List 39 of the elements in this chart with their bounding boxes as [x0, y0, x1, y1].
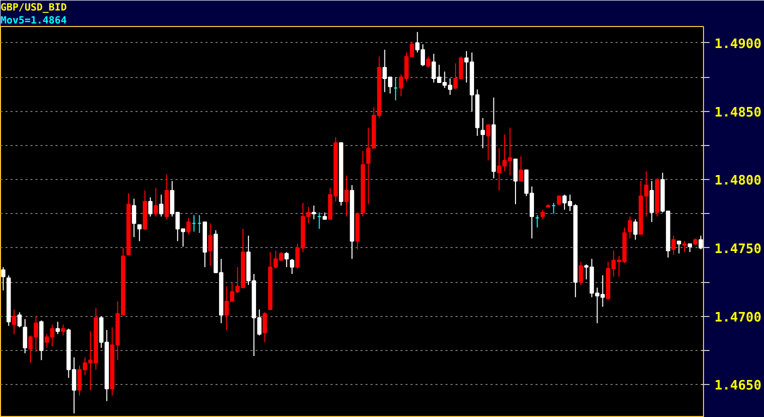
candlestick — [628, 216, 632, 239]
candlestick — [676, 240, 682, 254]
candlestick — [633, 218, 638, 240]
candlestick — [290, 258, 294, 274]
candlestick — [17, 312, 22, 328]
y-tick-label: 1.4900 — [714, 36, 762, 52]
candlestick — [208, 222, 212, 266]
candlestick — [1, 266, 6, 291]
candlestick — [513, 158, 518, 205]
y-tick-label: 1.4750 — [714, 242, 762, 257]
chart-title: GBP/USD_BID — [0, 2, 67, 14]
candlestick — [132, 198, 136, 238]
candlestick — [137, 224, 142, 242]
candlestick — [284, 252, 289, 268]
candlestick — [486, 124, 490, 161]
candlestick — [518, 156, 524, 182]
candlestick — [22, 318, 28, 354]
chart-subtitle: Mov5=1.4864 — [0, 16, 67, 26]
y-tick-label: 1.4650 — [714, 378, 762, 394]
candlestick — [578, 261, 584, 286]
candlestick — [426, 56, 430, 68]
candlestick — [159, 194, 164, 218]
candlestick — [154, 187, 158, 218]
candlestick — [540, 209, 545, 220]
candlestick — [344, 175, 349, 218]
y-tick-label: 1.4700 — [714, 310, 762, 326]
candlestick — [480, 118, 485, 149]
candlestick — [671, 235, 676, 256]
candlestick — [148, 196, 152, 218]
y-tick-label: 1.4850 — [714, 105, 762, 120]
candlestick — [698, 235, 703, 250]
candlestick — [312, 205, 316, 220]
candlestick — [186, 217, 191, 235]
candlestick — [12, 308, 16, 335]
candlestick — [262, 312, 267, 343]
candlestick — [56, 321, 60, 335]
candlestick — [650, 180, 654, 222]
candlestick — [61, 324, 66, 336]
y-tick-label: 1.4800 — [714, 174, 762, 189]
